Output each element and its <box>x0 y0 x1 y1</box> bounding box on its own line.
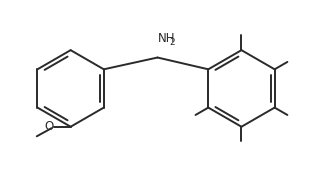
Text: 2: 2 <box>169 38 175 47</box>
Text: O: O <box>45 120 54 133</box>
Text: NH: NH <box>158 32 176 45</box>
